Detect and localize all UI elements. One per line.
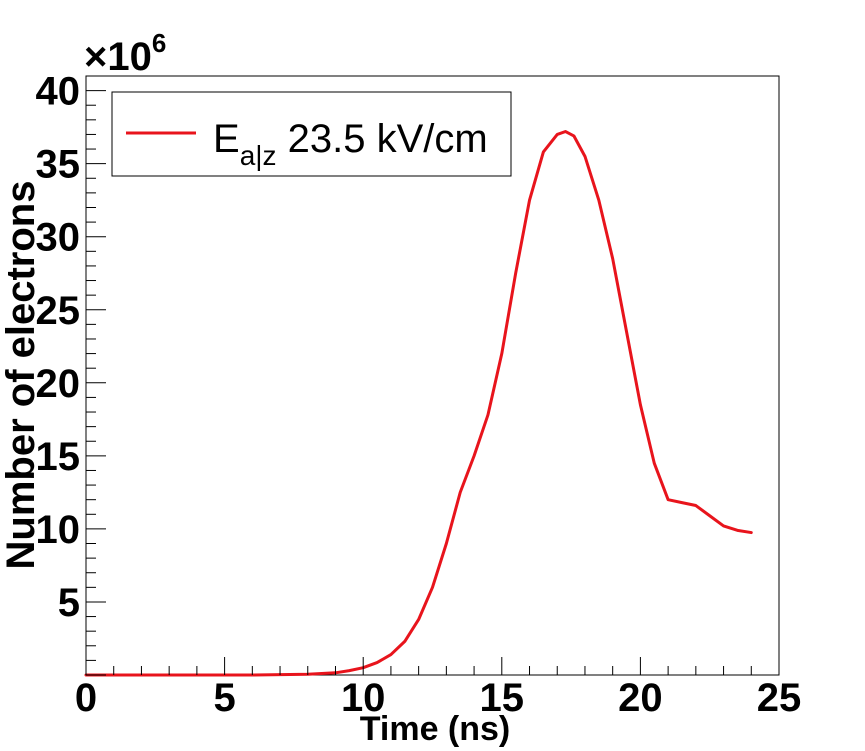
plot-frame	[85, 75, 780, 676]
y-axis-title: Number of electrons	[0, 181, 43, 570]
y-tick-label: 25	[36, 289, 81, 333]
x-tick-label: 25	[757, 676, 802, 720]
legend: Ea|z 23.5 kV/cm	[111, 91, 512, 177]
y-tick-label: 15	[36, 435, 81, 479]
legend-label-main: E	[213, 117, 240, 161]
x-tick-label: 5	[213, 676, 235, 720]
y-tick-label: 20	[36, 362, 81, 406]
x-axis-tick-labels: 0 5 10 15 20 25	[75, 676, 801, 720]
legend-label: Ea|z 23.5 kV/cm	[213, 117, 488, 171]
y-tick-label: 30	[36, 216, 81, 260]
y-tick-label: 5	[58, 581, 80, 625]
legend-label-subscript: a|z	[240, 140, 277, 171]
y-axis-tick-labels: 5 10 15 20 25 30 35 40	[36, 70, 81, 625]
legend-label-suffix: 23.5 kV/cm	[277, 117, 488, 161]
x-tick-label: 15	[480, 676, 525, 720]
y-tick-label: 10	[36, 508, 81, 552]
y-axis-multiplier: ×106	[84, 28, 166, 79]
x-tick-label: 20	[618, 676, 663, 720]
x-tick-label: 0	[75, 676, 97, 720]
y-tick-label: 40	[36, 70, 81, 114]
plot-area-border	[85, 75, 780, 676]
y-tick-label: 35	[36, 143, 81, 187]
y-axis-ticks	[86, 75, 106, 676]
x-axis-ticks	[85, 657, 780, 675]
y-axis-multiplier-exponent: 6	[152, 28, 166, 58]
y-axis-multiplier-base: ×10	[84, 35, 152, 79]
x-tick-label: 10	[341, 676, 386, 720]
series-line	[84, 130, 753, 677]
x-axis-title: Time (ns)	[360, 710, 511, 748]
